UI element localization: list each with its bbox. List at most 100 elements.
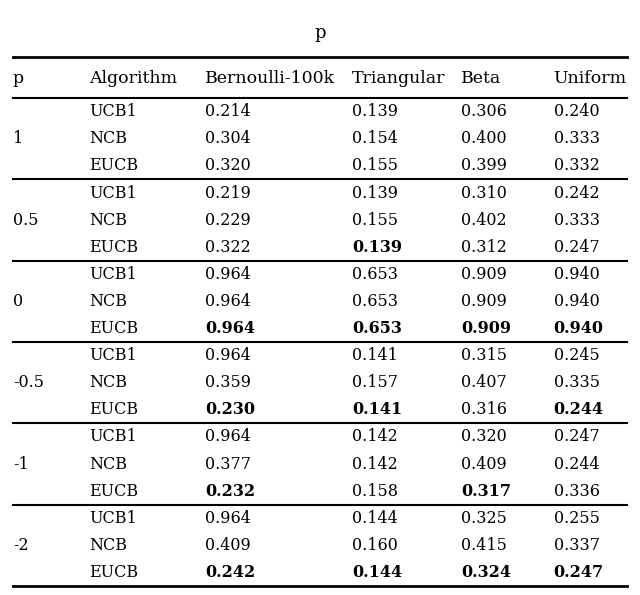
Text: EUCB: EUCB [90,564,139,581]
Text: 0.653: 0.653 [352,320,402,337]
Text: -0.5: -0.5 [13,374,44,392]
Text: 0.232: 0.232 [205,483,255,500]
Text: 0.242: 0.242 [205,564,255,581]
Text: 0.359: 0.359 [205,374,251,392]
Text: 0.247: 0.247 [554,428,599,446]
Text: EUCB: EUCB [90,239,139,256]
Text: NCB: NCB [90,456,127,472]
Text: 0.160: 0.160 [352,537,398,554]
Text: 0.407: 0.407 [461,374,506,392]
Text: 0.402: 0.402 [461,212,506,228]
Text: Bernoulli-100k: Bernoulli-100k [205,70,335,87]
Text: 0.304: 0.304 [205,130,250,148]
Text: 0.242: 0.242 [554,184,599,202]
Text: 0.317: 0.317 [461,483,511,500]
Text: 0.909: 0.909 [461,320,511,337]
Text: -2: -2 [13,537,28,554]
Text: 0.409: 0.409 [461,456,506,472]
Text: 0.336: 0.336 [554,483,600,500]
Text: UCB1: UCB1 [90,184,138,202]
Text: 0.155: 0.155 [352,158,398,174]
Text: NCB: NCB [90,537,127,554]
Text: 0.310: 0.310 [461,184,507,202]
Text: 0.399: 0.399 [461,158,507,174]
Text: NCB: NCB [90,212,127,228]
Text: EUCB: EUCB [90,158,139,174]
Text: 0.247: 0.247 [554,239,599,256]
Text: 0.247: 0.247 [554,564,604,581]
Text: 0.240: 0.240 [554,103,599,120]
Text: 0.5: 0.5 [13,212,38,228]
Text: UCB1: UCB1 [90,266,138,283]
Text: Algorithm: Algorithm [90,70,178,87]
Text: 0.142: 0.142 [352,428,397,446]
Text: 0.335: 0.335 [554,374,600,392]
Text: 0.400: 0.400 [461,130,506,148]
Text: 0.141: 0.141 [352,402,403,418]
Text: 0.158: 0.158 [352,483,398,500]
Text: 0.940: 0.940 [554,293,599,310]
Text: 0.315: 0.315 [461,347,507,364]
Text: 0.154: 0.154 [352,130,398,148]
Text: 0.141: 0.141 [352,347,398,364]
Text: 0.139: 0.139 [352,239,402,256]
Text: 0.333: 0.333 [554,212,600,228]
Text: 0.964: 0.964 [205,347,251,364]
Text: 0.255: 0.255 [554,510,600,527]
Text: 0.214: 0.214 [205,103,250,120]
Text: EUCB: EUCB [90,320,139,337]
Text: 0.139: 0.139 [352,103,398,120]
Text: 0.157: 0.157 [352,374,398,392]
Text: 0.964: 0.964 [205,428,251,446]
Text: 0.320: 0.320 [461,428,506,446]
Text: UCB1: UCB1 [90,428,138,446]
Text: 0.940: 0.940 [554,266,599,283]
Text: NCB: NCB [90,293,127,310]
Text: 1: 1 [13,130,23,148]
Text: Beta: Beta [461,70,501,87]
Text: 0.964: 0.964 [205,510,251,527]
Text: EUCB: EUCB [90,483,139,500]
Text: 0.144: 0.144 [352,510,397,527]
Text: 0.325: 0.325 [461,510,507,527]
Text: 0.230: 0.230 [205,402,255,418]
Text: 0.244: 0.244 [554,402,604,418]
Text: 0: 0 [13,293,23,310]
Text: UCB1: UCB1 [90,347,138,364]
Text: 0.229: 0.229 [205,212,250,228]
Text: 0.337: 0.337 [554,537,600,554]
Text: UCB1: UCB1 [90,103,138,120]
Text: 0.244: 0.244 [554,456,599,472]
Text: 0.142: 0.142 [352,456,397,472]
Text: 0.139: 0.139 [352,184,398,202]
Text: 0.322: 0.322 [205,239,250,256]
Text: 0.316: 0.316 [461,402,507,418]
Text: p: p [314,24,326,42]
Text: NCB: NCB [90,374,127,392]
Text: 0.377: 0.377 [205,456,251,472]
Text: 0.155: 0.155 [352,212,398,228]
Text: 0.245: 0.245 [554,347,599,364]
Text: Uniform: Uniform [554,70,627,87]
Text: 0.324: 0.324 [461,564,511,581]
Text: 0.909: 0.909 [461,266,507,283]
Text: UCB1: UCB1 [90,510,138,527]
Text: 0.909: 0.909 [461,293,507,310]
Text: 0.653: 0.653 [352,293,398,310]
Text: NCB: NCB [90,130,127,148]
Text: 0.409: 0.409 [205,537,250,554]
Text: 0.219: 0.219 [205,184,251,202]
Text: -1: -1 [13,456,29,472]
Text: 0.333: 0.333 [554,130,600,148]
Text: p: p [13,70,24,87]
Text: 0.144: 0.144 [352,564,402,581]
Text: 0.964: 0.964 [205,320,255,337]
Text: 0.332: 0.332 [554,158,600,174]
Text: 0.306: 0.306 [461,103,507,120]
Text: EUCB: EUCB [90,402,139,418]
Text: 0.415: 0.415 [461,537,507,554]
Text: Triangular: Triangular [352,70,445,87]
Text: 0.964: 0.964 [205,293,251,310]
Text: 0.940: 0.940 [554,320,604,337]
Text: 0.312: 0.312 [461,239,507,256]
